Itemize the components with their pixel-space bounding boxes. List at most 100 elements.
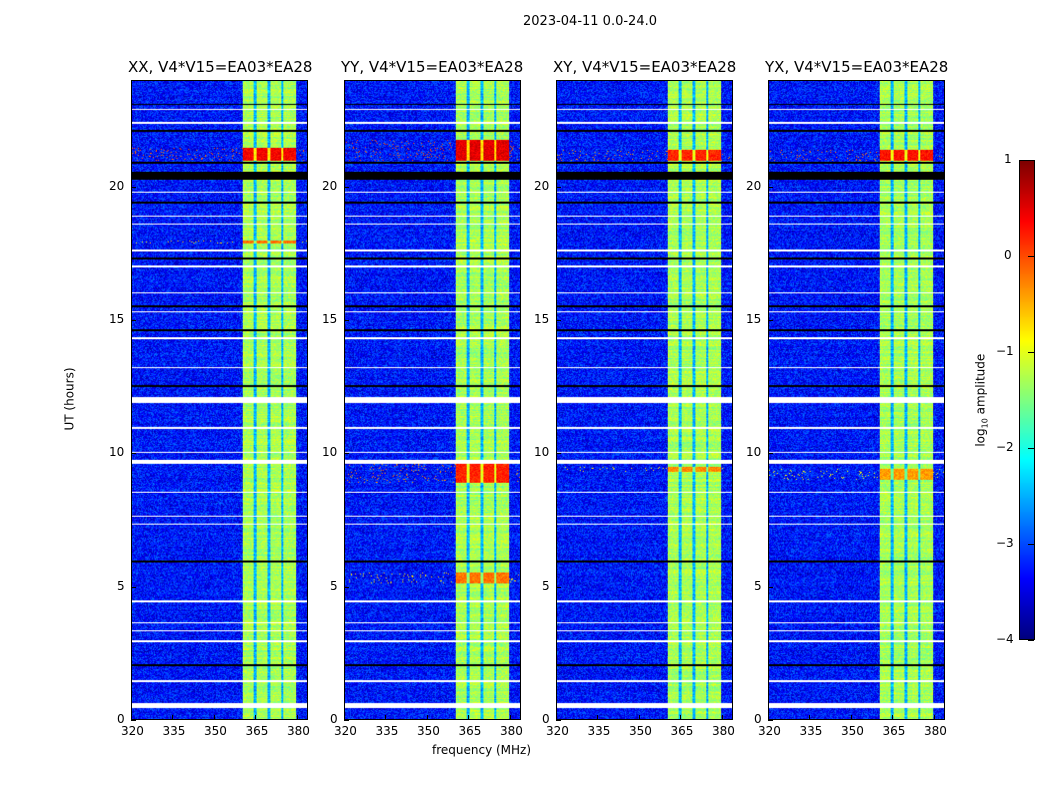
- x-tick-label: 350: [628, 724, 652, 738]
- x-tick-label: 380: [923, 724, 947, 738]
- panel-title: YX, V4*V15=EA03*EA28: [765, 58, 949, 76]
- colorbar: [1019, 160, 1035, 640]
- x-tick-mark: [344, 715, 345, 720]
- colorbar-tick-label: 1: [1004, 152, 1012, 166]
- x-tick-label: 380: [286, 724, 310, 738]
- x-tick-label: 320: [758, 724, 781, 738]
- x-tick-mark: [213, 715, 215, 720]
- y-tick-label: 0: [330, 712, 338, 726]
- y-axis-label: UT (hours): [62, 367, 77, 431]
- y-tick-mark: [344, 586, 349, 588]
- heatmap-image: [769, 81, 944, 719]
- y-tick-label: 20: [322, 178, 338, 193]
- y-tick-label: 10: [322, 445, 338, 460]
- colorbar-tick-label: −3: [996, 536, 1014, 550]
- y-tick-label: 15: [109, 312, 125, 326]
- x-tick-label: 350: [203, 724, 227, 738]
- x-tick-mark: [768, 715, 769, 720]
- y-tick-mark: [556, 720, 561, 721]
- x-tick-label: 335: [587, 724, 611, 738]
- panel-title: XY, V4*V15=EA03*EA28: [553, 58, 737, 76]
- y-tick-label: 0: [754, 712, 762, 726]
- x-tick-mark: [721, 715, 723, 720]
- colorbar-tick-mark: [1028, 160, 1034, 161]
- panel-title: YY, V4*V15=EA03*EA28: [341, 58, 524, 76]
- x-tick-label: 335: [162, 724, 186, 738]
- x-tick-mark: [556, 715, 557, 720]
- y-tick-mark: [768, 186, 773, 188]
- y-tick-mark: [556, 453, 561, 455]
- x-tick-label: 320: [334, 724, 357, 738]
- heatmap-panel-0: [131, 80, 308, 720]
- colorbar-tick-label: −4: [996, 632, 1014, 646]
- y-tick-mark: [556, 586, 561, 588]
- x-tick-mark: [468, 715, 470, 720]
- x-tick-label: 365: [670, 724, 694, 738]
- x-tick-mark: [933, 715, 935, 720]
- y-tick-label: 5: [542, 578, 550, 593]
- x-tick-mark: [638, 715, 640, 720]
- y-tick-mark: [556, 186, 561, 188]
- colorbar-tick-mark: [1028, 544, 1034, 545]
- y-tick-mark: [131, 186, 136, 188]
- colorbar-tick-label: 0: [1004, 248, 1012, 262]
- y-tick-mark: [344, 453, 349, 455]
- y-tick-mark: [556, 320, 561, 321]
- colorbar-label: log10 amplitude: [973, 353, 990, 447]
- figure-title: 2023-04-11 0.0-24.0: [523, 14, 657, 29]
- panel-title: XX, V4*V15=EA03*EA28: [128, 58, 313, 76]
- y-tick-mark: [768, 320, 773, 321]
- y-tick-mark: [768, 453, 773, 455]
- y-tick-mark: [344, 320, 349, 321]
- colorbar-tick-mark: [1028, 352, 1034, 353]
- x-tick-label: 380: [499, 724, 523, 738]
- x-tick-mark: [850, 715, 852, 720]
- y-tick-mark: [131, 720, 136, 721]
- heatmap-panel-3: [768, 80, 945, 720]
- x-tick-mark: [255, 715, 257, 720]
- x-tick-label: 335: [375, 724, 399, 738]
- y-tick-label: 0: [117, 712, 125, 726]
- y-tick-label: 15: [322, 312, 338, 326]
- y-tick-label: 20: [534, 178, 550, 193]
- x-tick-label: 350: [840, 724, 864, 738]
- x-tick-mark: [509, 715, 511, 720]
- heatmap-panel-1: [344, 80, 521, 720]
- heatmap-panel-2: [556, 80, 733, 720]
- y-tick-mark: [768, 586, 773, 588]
- x-tick-mark: [172, 715, 174, 720]
- y-tick-mark: [768, 720, 773, 721]
- heatmap-image: [557, 81, 732, 719]
- x-tick-label: 365: [882, 724, 906, 738]
- x-tick-mark: [131, 715, 132, 720]
- x-tick-mark: [385, 715, 387, 720]
- y-tick-label: 0: [542, 712, 550, 726]
- heatmap-image: [345, 81, 520, 719]
- x-tick-mark: [892, 715, 894, 720]
- colorbar-tick-mark: [1028, 256, 1034, 257]
- y-tick-mark: [131, 453, 136, 455]
- y-tick-mark: [344, 186, 349, 188]
- x-tick-mark: [296, 715, 298, 720]
- y-tick-label: 15: [746, 312, 762, 326]
- y-tick-label: 5: [117, 578, 125, 593]
- x-tick-label: 335: [799, 724, 823, 738]
- y-tick-label: 5: [754, 578, 762, 593]
- x-tick-mark: [809, 715, 811, 720]
- y-tick-mark: [344, 720, 349, 721]
- y-tick-label: 20: [746, 178, 762, 193]
- x-tick-label: 365: [458, 724, 482, 738]
- y-tick-mark: [131, 320, 136, 321]
- y-tick-label: 20: [109, 178, 125, 193]
- x-tick-mark: [597, 715, 599, 720]
- colorbar-tick-mark: [1028, 448, 1034, 449]
- x-tick-label: 320: [121, 724, 144, 738]
- y-tick-label: 15: [534, 312, 550, 326]
- x-tick-label: 365: [245, 724, 269, 738]
- colorbar-tick-label: −1: [996, 344, 1014, 358]
- colorbar-tick-mark: [1028, 640, 1034, 641]
- y-tick-mark: [131, 586, 136, 588]
- x-tick-label: 320: [546, 724, 569, 738]
- y-tick-label: 5: [330, 578, 338, 593]
